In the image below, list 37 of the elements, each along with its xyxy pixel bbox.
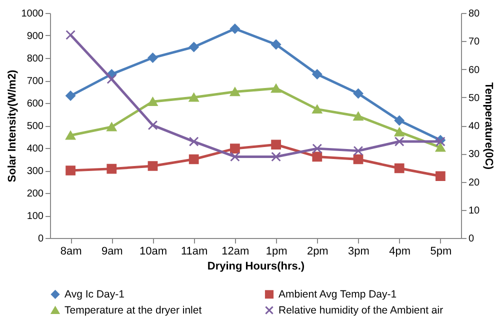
x-tick-label: 1pm: [266, 246, 288, 258]
y2-axis-title: Temperature(0C): [482, 82, 495, 170]
y2-tick-label: 20: [468, 177, 480, 188]
y2-tick-label: 30: [468, 149, 480, 160]
x-tick-label: 2pm: [306, 246, 328, 258]
y-tick-label: 800: [26, 54, 44, 64]
y-tick-label: 1000: [21, 8, 44, 20]
x-tick-label: 11am: [181, 246, 208, 258]
x-tick-label: 8am: [60, 246, 82, 258]
y-tick-label: 400: [26, 144, 44, 154]
legend-label: Relative humidity of the Ambient air: [278, 304, 444, 316]
x-tick-label: 10am: [139, 246, 168, 258]
legend-label: Avg Ic Day-1: [64, 288, 125, 300]
y-tick-label: 700: [26, 76, 44, 87]
y-tick-label: 100: [26, 211, 44, 222]
x-tick-label: 5pm: [430, 246, 452, 258]
y-tick-label: 900: [26, 31, 44, 42]
legend-label: Ambient Avg Temp Day-1: [278, 288, 397, 300]
y-axis-title: Solar Intensity(W/m2): [6, 69, 18, 182]
x-tick-label: 4pm: [389, 246, 411, 258]
y2-tick-label: 60: [468, 64, 480, 76]
y2-tick-label: 10: [468, 205, 480, 216]
y2-tick-label: 0: [468, 234, 474, 244]
y-tick-label: 600: [26, 98, 44, 110]
x-tick-label: 3pm: [348, 246, 370, 258]
legend-label: Temperature at the dryer inlet: [64, 304, 202, 316]
y-tick-label: 0: [38, 234, 44, 244]
x-axis-title: Drying Hours(hrs.): [207, 260, 305, 272]
y2-tick-label: 50: [468, 92, 480, 104]
x-tick-label: 12am: [222, 246, 250, 258]
y2-tick-label: 40: [468, 121, 480, 132]
y2-tick-label: 70: [468, 36, 480, 48]
y-tick-label: 300: [26, 166, 44, 177]
x-tick-label: 9am: [101, 246, 123, 258]
y-tick-label: 200: [26, 188, 44, 200]
y-tick-label: 500: [26, 121, 44, 132]
y2-tick-label: 80: [468, 8, 480, 20]
